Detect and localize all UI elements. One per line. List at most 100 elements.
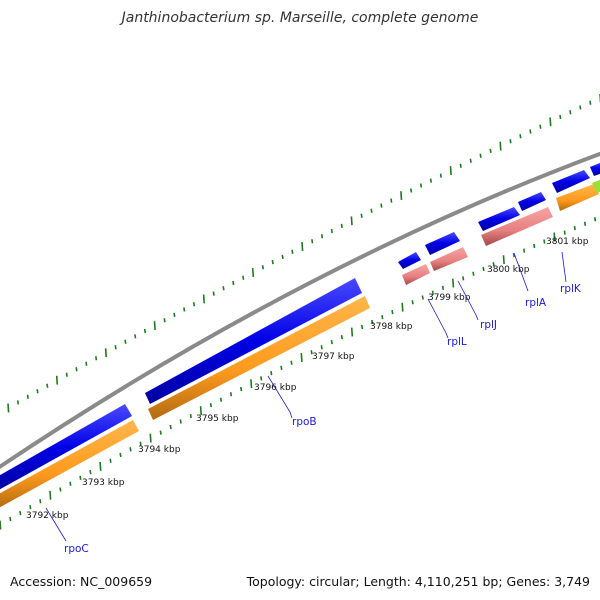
map-title: Janthinobacterium sp. Marseille, complet…	[121, 10, 479, 26]
minor-tick	[439, 173, 442, 178]
minor-tick	[261, 265, 264, 270]
minor-tick	[95, 356, 98, 361]
minor-tick	[381, 314, 384, 320]
minor-tick	[462, 276, 465, 281]
minor-tick	[370, 208, 373, 213]
genome-backbone	[0, 151, 600, 470]
minor-tick	[559, 114, 562, 120]
minor-tick	[124, 339, 127, 344]
major-tick	[202, 294, 205, 304]
kbp-label-3793: 3793 kbp	[82, 478, 125, 488]
minor-tick	[482, 266, 485, 272]
leader-rplA	[513, 252, 529, 292]
leader-rpoB	[267, 375, 293, 419]
minor-tick	[280, 365, 283, 371]
minor-tick	[459, 163, 462, 168]
minor-tick	[260, 376, 263, 381]
gene-rplL	[402, 264, 430, 285]
gene-rplA	[481, 207, 553, 246]
cds-rplJ	[425, 232, 460, 255]
minor-tick	[69, 481, 72, 486]
kbp-label-3798: 3798 kbp	[370, 322, 413, 332]
major-tick	[549, 117, 552, 127]
major-tick	[350, 216, 353, 226]
minor-tick	[391, 309, 394, 315]
minor-tick	[441, 285, 445, 291]
minor-tick	[330, 339, 333, 345]
major-tick	[449, 166, 452, 176]
minor-tick	[539, 124, 542, 129]
minor-tick	[173, 312, 176, 318]
kbp-label-3795: 3795 kbp	[196, 414, 239, 424]
minor-tick	[179, 419, 182, 424]
gene-label-rplJ: rplJ	[480, 319, 497, 331]
minor-tick	[421, 295, 424, 300]
gene-rplJ	[430, 247, 468, 271]
minor-tick	[411, 300, 414, 305]
minor-tick	[59, 487, 62, 492]
minor-tick	[65, 372, 68, 377]
minor-tick	[222, 286, 225, 291]
minor-tick	[431, 290, 434, 295]
minor-tick	[134, 334, 137, 339]
major-tick	[99, 461, 102, 471]
minor-tick	[129, 447, 132, 452]
minor-tick	[89, 469, 92, 475]
minor-tick	[209, 402, 212, 408]
cds-next	[552, 170, 590, 193]
major-tick	[553, 232, 556, 242]
major-tick	[401, 302, 404, 312]
minor-tick	[533, 243, 536, 249]
minor-tick	[529, 129, 532, 134]
minor-tick	[594, 217, 597, 222]
minor-tick	[320, 234, 324, 239]
minor-tick	[290, 360, 293, 365]
minor-tick	[573, 225, 576, 231]
minor-tick	[472, 271, 475, 276]
minor-tick	[330, 228, 333, 234]
minor-tick	[219, 397, 223, 402]
cds-rpoB	[145, 278, 362, 404]
minor-tick	[489, 148, 492, 154]
cds-edge	[590, 163, 600, 176]
minor-tick	[340, 334, 343, 340]
minor-tick	[479, 153, 482, 158]
major-tick	[55, 375, 59, 385]
major-tick	[199, 406, 202, 416]
major-tick	[301, 242, 304, 251]
minor-tick	[85, 361, 88, 366]
minor-tick	[114, 345, 117, 350]
minor-tick	[583, 221, 587, 226]
kbp-label-3792: 3792 kbp	[26, 511, 69, 521]
gene-highlight	[592, 179, 600, 193]
major-tick	[250, 379, 253, 389]
kbp-label-3800: 3800 kbp	[487, 265, 530, 275]
minor-tick	[79, 475, 82, 481]
major-tick	[502, 255, 505, 265]
major-tick	[251, 268, 255, 277]
minor-tick	[109, 458, 112, 463]
minor-tick	[9, 516, 12, 522]
minor-tick	[390, 198, 393, 203]
major-tick	[452, 278, 455, 288]
minor-tick	[563, 230, 566, 235]
gene-rpoC	[0, 420, 139, 508]
minor-tick	[512, 252, 515, 258]
minor-tick	[192, 302, 196, 307]
minor-tick	[360, 213, 363, 218]
leader-rplL	[427, 298, 449, 339]
minor-tick	[143, 328, 147, 334]
minor-tick	[232, 280, 235, 286]
minor-tick	[169, 424, 172, 430]
minor-tick	[271, 259, 274, 265]
minor-tick	[75, 367, 78, 372]
minor-tick	[361, 324, 364, 330]
minor-tick	[589, 100, 592, 105]
minor-tick	[492, 262, 495, 267]
major-tick	[350, 327, 354, 337]
gene-label-rplA: rplA	[525, 297, 547, 309]
topology-summary: Topology: circular; Length: 4,110,251 bp…	[246, 574, 590, 589]
major-tick	[7, 403, 10, 413]
gene-label-rplL: rplL	[447, 336, 467, 348]
minor-tick	[242, 275, 245, 280]
